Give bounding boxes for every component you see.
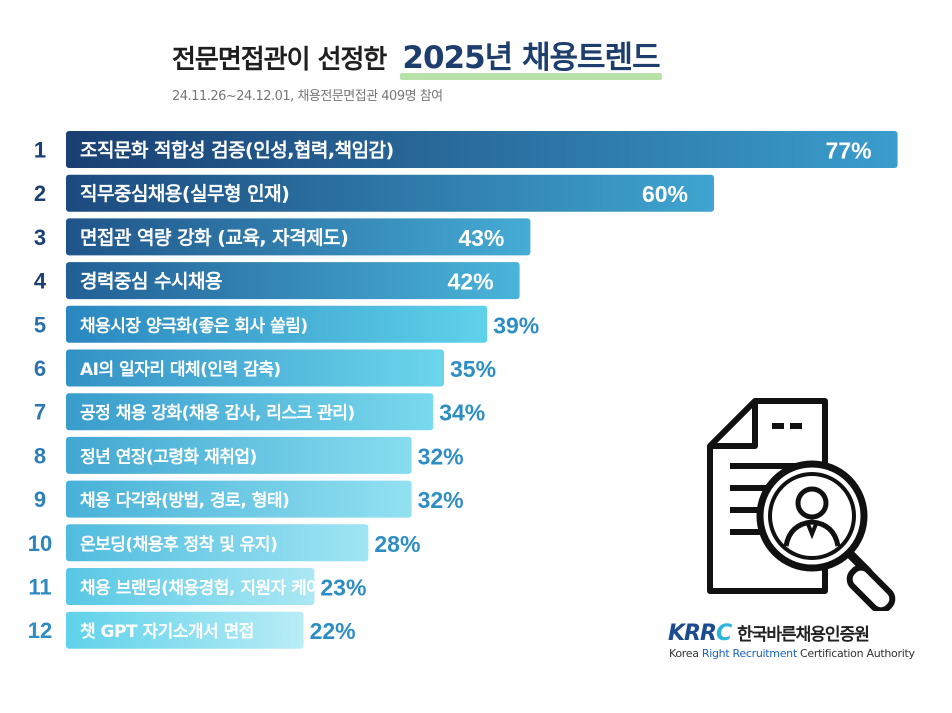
bar [66, 262, 520, 300]
subtitle: 24.11.26~24.12.01, 채용전문면접관 409명 참여 [172, 89, 443, 104]
rank-label: 2 [34, 181, 46, 206]
rank-label: 3 [34, 225, 46, 250]
value-label: 43% [458, 225, 504, 251]
logo-title: KRRC 한국바른채용인증원 [668, 620, 870, 646]
category-label: 온보딩(채용후 정착 및 유지) [80, 534, 277, 555]
value-label: 32% [418, 487, 464, 513]
bar [66, 611, 304, 649]
category-label: 경력중심 수시채용 [80, 271, 222, 293]
rank-label: 10 [28, 531, 52, 556]
category-label: 정년 연장(고령화 재취업) [80, 446, 257, 467]
document-search-icon [707, 398, 896, 611]
rank-label: 8 [34, 443, 46, 468]
category-label: 조직문화 적합성 검증(인성,협력,책임감) [80, 140, 394, 162]
value-label: 39% [493, 312, 539, 338]
bar [66, 480, 412, 518]
logo-english-name: Korea Right Recruitment Certification Au… [669, 647, 915, 660]
value-label: 42% [448, 269, 494, 295]
bar [66, 524, 369, 562]
logo-korean-name: 한국바른채용인증원 [737, 625, 870, 645]
value-label: 34% [439, 400, 485, 426]
rank-label: 6 [34, 356, 46, 381]
value-label: 35% [450, 356, 496, 382]
category-label: 공정 채용 강화(채용 감사, 리스크 관리) [80, 404, 355, 424]
bar [66, 218, 531, 256]
category-label: 챗 GPT 자기소개서 면접 [80, 622, 254, 642]
rank-label: 4 [34, 269, 47, 294]
krrc-logo: KRRC [668, 621, 732, 646]
category-label: 채용시장 양극화(좋은 회사 쏠림) [80, 316, 308, 336]
category-label: AI의 일자리 대체(인력 감축) [80, 360, 281, 380]
category-label: 면접관 역량 강화 (교육, 자격제도) [80, 227, 348, 249]
title-highlight: 2025년 채용트렌드 [402, 40, 660, 76]
value-label: 77% [826, 138, 872, 164]
value-label: 32% [418, 443, 464, 469]
bar [66, 349, 444, 387]
category-label: 직무중심채용(실무형 인재) [80, 183, 289, 205]
category-label: 채용 다각화(방법, 경로, 형태) [80, 490, 289, 511]
bar [66, 393, 434, 431]
value-label: 23% [320, 575, 366, 601]
rank-label: 1 [34, 138, 46, 163]
bar [66, 305, 488, 343]
bar [66, 131, 898, 168]
value-label: 22% [310, 618, 356, 644]
rank-label: 9 [34, 487, 46, 512]
value-label: 60% [642, 181, 688, 207]
value-label: 28% [374, 531, 420, 557]
title-main: 전문면접관이 선정한 [172, 45, 387, 75]
bar [66, 174, 714, 212]
rank-label: 12 [28, 618, 52, 643]
bar [66, 436, 412, 474]
rank-label: 5 [34, 312, 46, 337]
bar [66, 568, 315, 605]
category-label: 채용 브랜딩(채용경험, 지원자 케어) [80, 578, 329, 599]
rank-label: 11 [28, 575, 51, 600]
rank-label: 7 [34, 400, 46, 425]
page-title: 전문면접관이 선정한 2025년 채용트렌드 [172, 32, 661, 77]
